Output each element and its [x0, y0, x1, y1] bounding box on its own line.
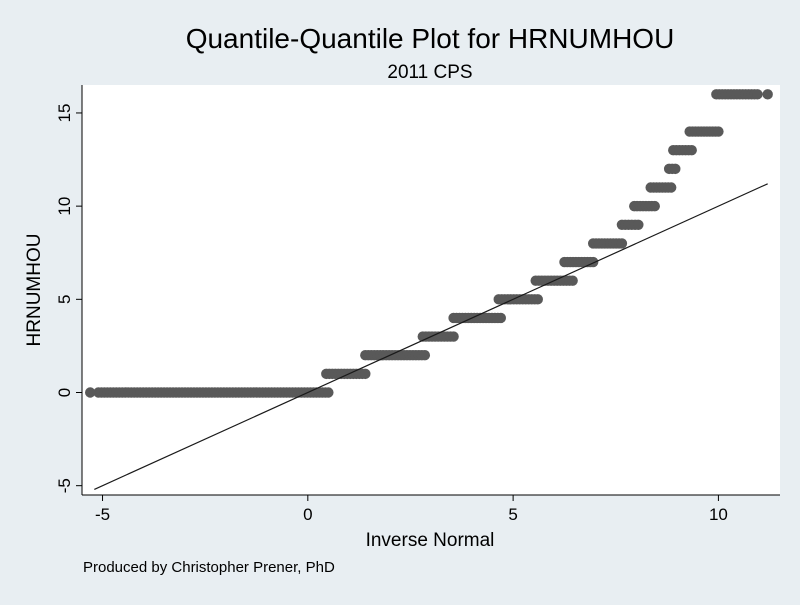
data-point [762, 89, 773, 100]
reference-line [94, 183, 768, 490]
data-points [85, 89, 773, 398]
data-point [670, 163, 681, 175]
y-tick-label: 10 [55, 197, 74, 216]
data-point [713, 126, 724, 137]
chart-title: Quantile-Quantile Plot for HRNUMHOU [186, 23, 675, 54]
data-point [495, 312, 506, 324]
x-tick-label: 0 [303, 505, 312, 524]
data-point [665, 182, 677, 193]
y-tick-label: 5 [55, 295, 74, 304]
plot-area [82, 85, 780, 495]
data-point [752, 89, 763, 100]
data-point [85, 387, 96, 398]
y-axis-label: HRNUMHOU [24, 234, 45, 347]
data-point [587, 256, 599, 268]
data-point [633, 219, 644, 230]
data-point [532, 294, 543, 305]
x-axis-ticks: -5 0 5 10 [95, 495, 728, 524]
data-point [567, 275, 578, 286]
x-tick-label: 5 [508, 505, 517, 524]
y-tick-label: 0 [55, 388, 74, 397]
data-point [649, 200, 660, 212]
x-tick-label: 10 [709, 505, 728, 524]
data-point [616, 238, 628, 249]
data-point [323, 387, 334, 398]
y-tick-label: -5 [55, 478, 74, 493]
data-point [448, 331, 459, 342]
y-axis-ticks: -5 0 5 10 15 [55, 103, 82, 493]
data-point [419, 350, 431, 361]
credit-note: Produced by Christopher Prener, PhD [83, 559, 335, 576]
chart-subtitle: 2011 CPS [387, 62, 472, 83]
y-tick-label: 15 [55, 103, 74, 122]
x-tick-label: -5 [95, 505, 110, 524]
data-point [360, 368, 371, 380]
data-point [686, 145, 697, 156]
x-axis-label: Inverse Normal [366, 530, 495, 551]
